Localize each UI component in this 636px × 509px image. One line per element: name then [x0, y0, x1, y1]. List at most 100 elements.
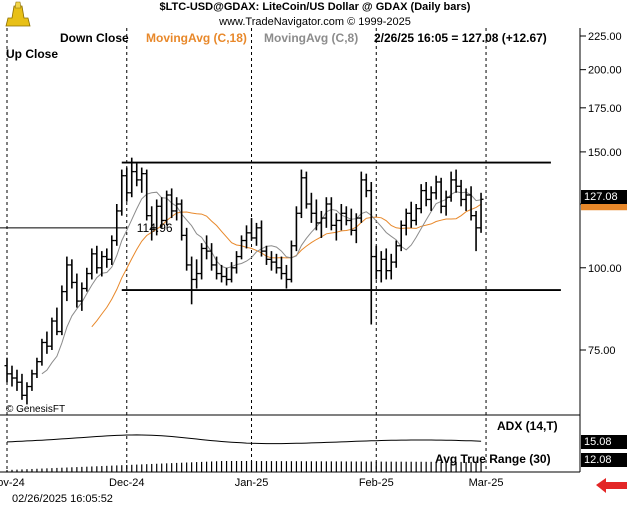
- ohlc-bar: [209, 243, 215, 271]
- ohlc-bar: [49, 317, 55, 350]
- ohlc-bar: [298, 169, 304, 219]
- ohlc-bar: [144, 169, 150, 221]
- ohlc-bar: [288, 240, 294, 283]
- ohlc-bar: [463, 188, 469, 211]
- adx-line: [6, 434, 482, 445]
- adx-label: ADX (14,T): [497, 419, 558, 433]
- ohlc-bar: [4, 357, 10, 383]
- ohlc-bar: [74, 273, 80, 308]
- price-tick-label: 150.00: [588, 147, 622, 159]
- ohlc-bar: [229, 262, 235, 283]
- ohlc-bar: [169, 188, 175, 219]
- ohlc-bar: [154, 199, 160, 236]
- chart-title: $LTC-USD@GDAX: LiteCoin/US Dollar @ GDAX…: [159, 1, 471, 13]
- ohlc-bar: [244, 225, 250, 249]
- ohlc-bar: [204, 235, 210, 260]
- ohlc-bar: [224, 267, 230, 286]
- ohlc-bar: [179, 199, 185, 241]
- ohlc-bar: [214, 256, 220, 280]
- ohlc-bar: [119, 169, 125, 216]
- ohlc-bar: [413, 203, 419, 226]
- legend-down-close: Down Close: [60, 31, 129, 45]
- ma-price-badge: [581, 199, 627, 211]
- ohlc-bar: [64, 256, 70, 302]
- grid: [6, 28, 487, 472]
- ohlc-bar: [59, 285, 65, 336]
- ohlc-bar: [239, 235, 245, 260]
- ohlc-bar: [99, 251, 105, 277]
- ohlc-bar: [104, 248, 110, 268]
- ohlc-bar: [378, 251, 384, 283]
- ohlc-bar: [254, 222, 259, 246]
- ohlc-bar: [383, 248, 389, 280]
- price-tick-label: 175.00: [588, 103, 622, 115]
- ohlc-bar: [39, 338, 45, 366]
- atr-value-badge: 12.08: [581, 453, 627, 467]
- last-price-badge: 127.08: [581, 190, 627, 204]
- month-tick-label: Mar-25: [469, 477, 504, 489]
- ohlc-bar: [458, 179, 464, 207]
- ohlc-bar: [283, 264, 289, 289]
- ohlc-bar: [14, 369, 20, 391]
- ohlc-bar: [438, 177, 444, 214]
- ohlc-bar: [268, 251, 274, 271]
- last-quote: 2/26/25 16:05 = 127.08 (+12.67): [374, 31, 547, 45]
- ohlc-bar: [453, 169, 459, 193]
- trade-navigator-logo-icon: [5, 1, 31, 27]
- ohlc-bar: [184, 227, 190, 271]
- ohlc-bar: [473, 210, 479, 252]
- ohlc-bar: [89, 248, 95, 280]
- chart-credit: www.TradeNavigator.com © 1999-2025: [219, 16, 411, 28]
- ohlc-bar: [19, 373, 25, 400]
- ohlc-bar: [368, 182, 374, 325]
- ohlc-bar: [398, 220, 404, 252]
- support-resistance-lines: 114.96: [0, 161, 561, 291]
- month-tick-label: Feb-25: [359, 477, 394, 489]
- ohlc-bar: [443, 190, 449, 216]
- month-tick-label: Nov-24: [0, 477, 25, 489]
- legend-up-close: Up Close: [6, 47, 59, 61]
- ohlc-bar: [448, 171, 454, 202]
- moving-averages: [41, 191, 482, 375]
- ohlc-bar: [134, 163, 140, 187]
- ohlc-bar: [338, 203, 344, 231]
- month-tick-label: Jan-25: [235, 477, 269, 489]
- ohlc-bar: [159, 197, 165, 228]
- chart-timestamp: 02/26/2025 16:05:52: [12, 493, 113, 505]
- reference-annotation: 114.96: [137, 221, 173, 235]
- ohlc-bar: [249, 218, 255, 241]
- ohlc-bar: [124, 167, 130, 202]
- ohlc-bar: [69, 259, 75, 289]
- ohlc-bar: [29, 369, 35, 391]
- ohlc-bar: [84, 267, 90, 292]
- price-tick-label: 75.00: [588, 345, 616, 357]
- indicator-panels: [6, 434, 482, 472]
- ohlc-bar: [24, 382, 30, 405]
- ohlc-bar: [418, 184, 424, 214]
- ohlc-bar: [219, 264, 225, 283]
- scroll-right-arrow-icon[interactable]: [596, 478, 627, 493]
- ohlc-bar: [318, 210, 324, 238]
- price-tick-label: 200.00: [588, 65, 622, 77]
- ohlc-bar: [174, 197, 180, 221]
- ohlc-bar: [468, 186, 474, 221]
- adx-value-badge: 15.08: [581, 435, 627, 449]
- ohlc-bar: [303, 171, 309, 209]
- legend-ma-18: MovingAvg (C,18): [146, 31, 247, 45]
- ohlc-bar: [199, 243, 205, 280]
- ohlc-bar: [313, 199, 319, 231]
- ohlc-bar: [423, 182, 429, 207]
- ohlc-bar: [328, 197, 334, 231]
- ohlc-bar: [114, 203, 120, 246]
- ohlc-bar: [353, 213, 359, 244]
- ohlc-bar: [403, 208, 409, 236]
- ohlc-bar: [408, 201, 414, 228]
- ohlc-bar: [278, 256, 284, 280]
- ohlc-bar: [343, 206, 349, 226]
- genesis-credit: © GenesisFT: [6, 404, 66, 415]
- ohlc-bar: [358, 171, 364, 223]
- ohlc-bar: [34, 357, 40, 379]
- ohlc-bar: [393, 240, 399, 268]
- price-bars: [4, 157, 484, 405]
